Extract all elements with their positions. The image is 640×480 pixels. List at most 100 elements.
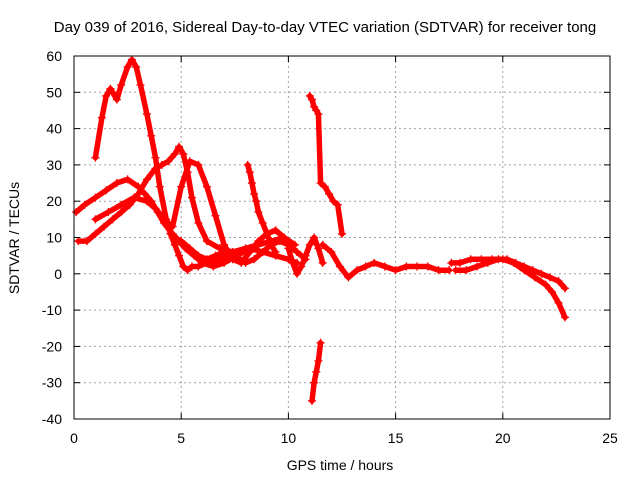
data-point bbox=[136, 81, 145, 90]
data-point bbox=[494, 255, 503, 264]
data-point bbox=[554, 277, 563, 286]
data-point bbox=[335, 262, 344, 271]
data-point bbox=[320, 182, 329, 191]
data-point bbox=[413, 262, 422, 271]
data-point bbox=[310, 233, 319, 242]
data-point bbox=[267, 240, 276, 249]
data-point bbox=[333, 200, 342, 209]
data-point bbox=[284, 244, 293, 253]
data-point bbox=[391, 266, 400, 275]
data-point bbox=[194, 262, 203, 271]
data-point bbox=[132, 62, 141, 71]
data-point bbox=[168, 233, 177, 242]
data-point bbox=[194, 218, 203, 227]
x-tick-label: 10 bbox=[281, 430, 297, 446]
data-point bbox=[314, 244, 323, 253]
data-point bbox=[560, 284, 569, 293]
data-point bbox=[271, 248, 280, 257]
data-point bbox=[155, 182, 164, 191]
data-point bbox=[402, 262, 411, 271]
x-tick-label: 5 bbox=[177, 430, 185, 446]
data-point bbox=[91, 215, 100, 224]
series-line bbox=[169, 234, 309, 266]
y-tick-label: 30 bbox=[46, 157, 62, 173]
y-axis-label: SDTVAR / TECUs bbox=[6, 182, 22, 294]
data-point bbox=[187, 193, 196, 202]
data-point bbox=[164, 157, 173, 166]
data-point bbox=[560, 313, 569, 322]
data-point bbox=[117, 208, 126, 217]
data-point bbox=[247, 179, 256, 188]
data-point bbox=[179, 262, 188, 271]
data-point bbox=[310, 378, 319, 387]
data-point bbox=[91, 153, 100, 162]
data-point bbox=[297, 262, 306, 271]
data-point bbox=[243, 160, 252, 169]
data-point bbox=[338, 229, 346, 238]
y-tick-label: 10 bbox=[46, 230, 62, 246]
data-point bbox=[545, 273, 554, 282]
data-point bbox=[102, 186, 111, 195]
data-point bbox=[168, 222, 177, 231]
data-point bbox=[503, 255, 512, 264]
data-point bbox=[307, 396, 316, 405]
data-point bbox=[160, 215, 169, 224]
data-point bbox=[202, 237, 211, 246]
axis-ticks: 0 5 10 15 20 25 -40 -30 -20 -10 0 10 20 30 40 50 60 bbox=[42, 48, 618, 446]
data-point bbox=[353, 266, 362, 275]
data-point bbox=[314, 356, 323, 365]
data-point bbox=[344, 273, 353, 282]
data-point bbox=[245, 168, 254, 177]
data-point bbox=[301, 251, 310, 260]
data-point bbox=[97, 113, 106, 122]
data-point bbox=[117, 200, 126, 209]
data-point bbox=[271, 226, 280, 235]
x-tick-label: 0 bbox=[70, 430, 78, 446]
data-point bbox=[312, 367, 321, 376]
data-point bbox=[252, 197, 261, 206]
data-point bbox=[170, 240, 179, 249]
data-point bbox=[447, 258, 456, 267]
data-point bbox=[241, 258, 250, 267]
data-point bbox=[177, 182, 186, 191]
data-point bbox=[142, 175, 151, 184]
data-point bbox=[147, 131, 156, 140]
data-point bbox=[230, 251, 239, 260]
data-point bbox=[202, 255, 211, 264]
data-point bbox=[451, 266, 460, 275]
data-point bbox=[423, 262, 432, 271]
data-point bbox=[175, 251, 184, 260]
data-point bbox=[548, 287, 557, 296]
series-arc-f bbox=[243, 160, 280, 257]
y-tick-label: 20 bbox=[46, 193, 62, 209]
y-tick-label: -10 bbox=[42, 302, 62, 318]
data-point bbox=[185, 244, 194, 253]
y-tick-label: -20 bbox=[42, 338, 62, 354]
data-point bbox=[275, 237, 284, 246]
data-point bbox=[127, 55, 136, 64]
data-point bbox=[466, 255, 475, 264]
data-point bbox=[254, 237, 263, 246]
data-point bbox=[318, 258, 327, 267]
data-point bbox=[209, 262, 218, 271]
data-point bbox=[179, 150, 188, 159]
y-tick-label: 60 bbox=[46, 48, 62, 64]
data-point bbox=[104, 208, 113, 217]
data-point bbox=[151, 164, 160, 173]
data-point bbox=[329, 197, 338, 206]
data-point bbox=[82, 237, 91, 246]
data-point bbox=[245, 248, 254, 257]
data-point bbox=[314, 110, 323, 119]
data-point bbox=[108, 88, 117, 97]
y-tick-label: 50 bbox=[46, 84, 62, 100]
data-point bbox=[258, 248, 267, 257]
data-point bbox=[327, 248, 336, 257]
data-point bbox=[292, 269, 301, 278]
data-point bbox=[142, 110, 151, 119]
data-point bbox=[175, 142, 184, 151]
data-point bbox=[520, 262, 529, 271]
data-point bbox=[102, 91, 111, 100]
y-tick-label: -40 bbox=[42, 411, 62, 427]
series-arc-a bbox=[91, 55, 235, 275]
